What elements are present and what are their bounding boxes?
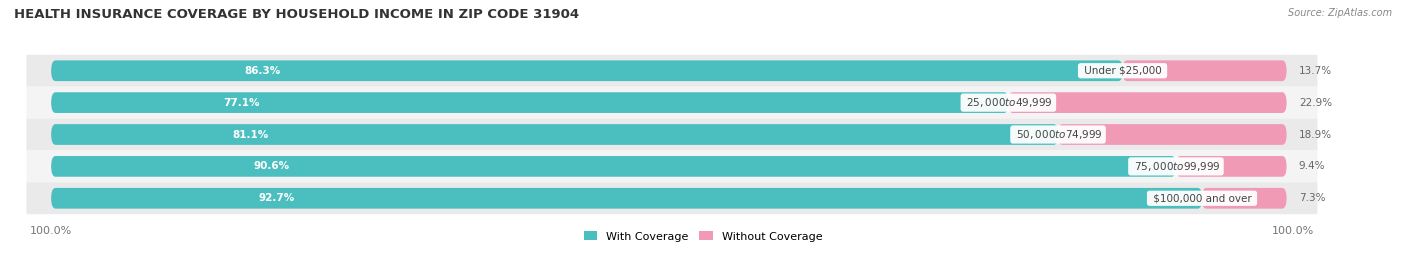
Text: Under $25,000: Under $25,000 bbox=[1081, 66, 1164, 76]
Text: $75,000 to $99,999: $75,000 to $99,999 bbox=[1130, 160, 1222, 173]
Text: 7.3%: 7.3% bbox=[1299, 193, 1326, 203]
Text: 9.4%: 9.4% bbox=[1299, 161, 1326, 171]
Text: 77.1%: 77.1% bbox=[224, 98, 260, 108]
FancyBboxPatch shape bbox=[51, 188, 1202, 209]
FancyBboxPatch shape bbox=[1008, 92, 1286, 113]
FancyBboxPatch shape bbox=[51, 156, 1177, 177]
Text: $50,000 to $74,999: $50,000 to $74,999 bbox=[1012, 128, 1104, 141]
FancyBboxPatch shape bbox=[1122, 60, 1286, 81]
FancyBboxPatch shape bbox=[51, 124, 1059, 145]
Legend: With Coverage, Without Coverage: With Coverage, Without Coverage bbox=[579, 227, 827, 246]
Text: Source: ZipAtlas.com: Source: ZipAtlas.com bbox=[1288, 8, 1392, 18]
Text: 13.7%: 13.7% bbox=[1299, 66, 1331, 76]
Text: HEALTH INSURANCE COVERAGE BY HOUSEHOLD INCOME IN ZIP CODE 31904: HEALTH INSURANCE COVERAGE BY HOUSEHOLD I… bbox=[14, 8, 579, 21]
FancyBboxPatch shape bbox=[27, 119, 1317, 150]
Text: $100,000 and over: $100,000 and over bbox=[1150, 193, 1254, 203]
Text: 81.1%: 81.1% bbox=[232, 129, 269, 140]
FancyBboxPatch shape bbox=[27, 87, 1317, 119]
FancyBboxPatch shape bbox=[1175, 156, 1286, 177]
Text: 22.9%: 22.9% bbox=[1299, 98, 1331, 108]
Text: 92.7%: 92.7% bbox=[259, 193, 295, 203]
FancyBboxPatch shape bbox=[1202, 188, 1286, 209]
FancyBboxPatch shape bbox=[51, 92, 1008, 113]
Text: $25,000 to $49,999: $25,000 to $49,999 bbox=[963, 96, 1053, 109]
FancyBboxPatch shape bbox=[1057, 124, 1286, 145]
Text: 18.9%: 18.9% bbox=[1299, 129, 1331, 140]
FancyBboxPatch shape bbox=[27, 150, 1317, 182]
Text: 90.6%: 90.6% bbox=[253, 161, 290, 171]
FancyBboxPatch shape bbox=[27, 55, 1317, 87]
FancyBboxPatch shape bbox=[27, 182, 1317, 214]
FancyBboxPatch shape bbox=[51, 60, 1123, 81]
Text: 86.3%: 86.3% bbox=[245, 66, 280, 76]
